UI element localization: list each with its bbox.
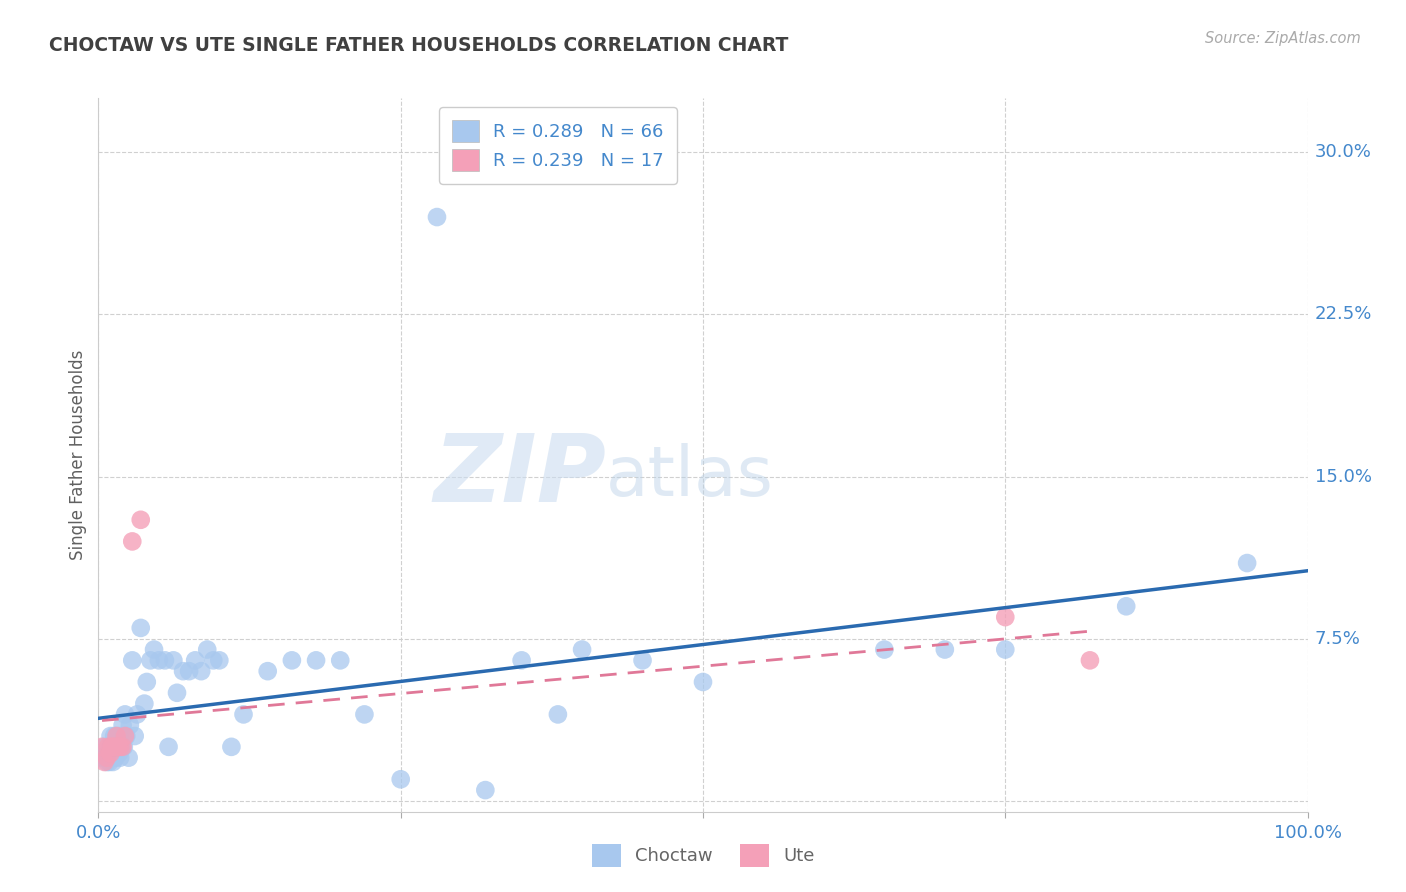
Point (571, 642, 593, 657)
Point (157, 739, 180, 754)
Point (114, 729, 136, 743)
Point (104, 750, 127, 764)
Point (148, 653, 170, 667)
Point (105, 729, 128, 743)
Point (101, 739, 124, 754)
Point (94, 750, 117, 764)
Point (118, 750, 141, 764)
Point (107, 739, 129, 754)
Point (172, 664, 194, 678)
Point (124, 729, 146, 743)
Point (100, 747, 122, 761)
Point (994, 642, 1017, 657)
Point (108, 739, 131, 754)
Point (134, 697, 156, 711)
Point (121, 653, 143, 667)
Point (108, 729, 131, 743)
Point (208, 653, 231, 667)
Point (1078, 653, 1101, 667)
Point (153, 653, 176, 667)
Text: 30.0%: 30.0% (1315, 144, 1371, 161)
Point (93, 739, 115, 754)
Point (100, 739, 122, 754)
Point (101, 755, 124, 769)
Point (195, 642, 218, 657)
Point (329, 653, 352, 667)
Text: 22.5%: 22.5% (1315, 305, 1372, 324)
Point (631, 653, 654, 667)
Y-axis label: Single Father Households: Single Father Households (69, 350, 87, 560)
Point (873, 642, 896, 657)
Legend: Choctaw, Ute: Choctaw, Ute (585, 837, 821, 874)
Point (166, 686, 188, 700)
Point (129, 513, 152, 527)
Point (281, 653, 304, 667)
Point (111, 739, 134, 754)
Point (97, 747, 120, 761)
Point (353, 707, 375, 722)
Point (104, 739, 127, 754)
Point (389, 772, 412, 787)
Point (93, 755, 115, 769)
Text: atlas: atlas (606, 442, 775, 510)
Point (202, 653, 225, 667)
Point (110, 739, 132, 754)
Point (692, 675, 714, 690)
Point (100, 739, 122, 754)
Point (256, 664, 278, 678)
Point (143, 642, 166, 657)
Point (190, 664, 212, 678)
Point (107, 739, 129, 754)
Point (98, 755, 121, 769)
Point (184, 653, 207, 667)
Text: 7.5%: 7.5% (1315, 630, 1361, 648)
Point (111, 718, 134, 732)
Point (547, 707, 569, 722)
Point (100, 747, 122, 761)
Point (139, 653, 162, 667)
Text: 15.0%: 15.0% (1315, 467, 1372, 485)
Point (1115, 599, 1137, 614)
Point (96, 755, 118, 769)
Point (232, 707, 254, 722)
Point (97, 739, 120, 754)
Point (108, 747, 131, 761)
Point (118, 718, 141, 732)
Point (934, 642, 956, 657)
Point (1236, 556, 1258, 570)
Point (129, 621, 152, 635)
Point (114, 707, 136, 722)
Point (426, 210, 449, 224)
Point (91, 739, 114, 754)
Point (221, 739, 243, 754)
Point (127, 707, 149, 722)
Text: CHOCTAW VS UTE SINGLE FATHER HOUSEHOLDS CORRELATION CHART: CHOCTAW VS UTE SINGLE FATHER HOUSEHOLDS … (49, 36, 789, 54)
Point (100, 729, 122, 743)
Point (108, 750, 131, 764)
Point (103, 739, 125, 754)
Point (96, 750, 118, 764)
Point (177, 664, 201, 678)
Point (103, 729, 125, 743)
Point (105, 739, 128, 754)
Point (121, 534, 143, 549)
Point (112, 739, 135, 754)
Point (162, 653, 184, 667)
Point (994, 610, 1017, 624)
Point (135, 675, 157, 690)
Point (91, 750, 114, 764)
Point (115, 729, 138, 743)
Text: ZIP: ZIP (433, 430, 606, 523)
Point (474, 783, 496, 797)
Point (305, 653, 328, 667)
Text: Source: ZipAtlas.com: Source: ZipAtlas.com (1205, 31, 1361, 46)
Point (510, 653, 533, 667)
Point (105, 729, 128, 743)
